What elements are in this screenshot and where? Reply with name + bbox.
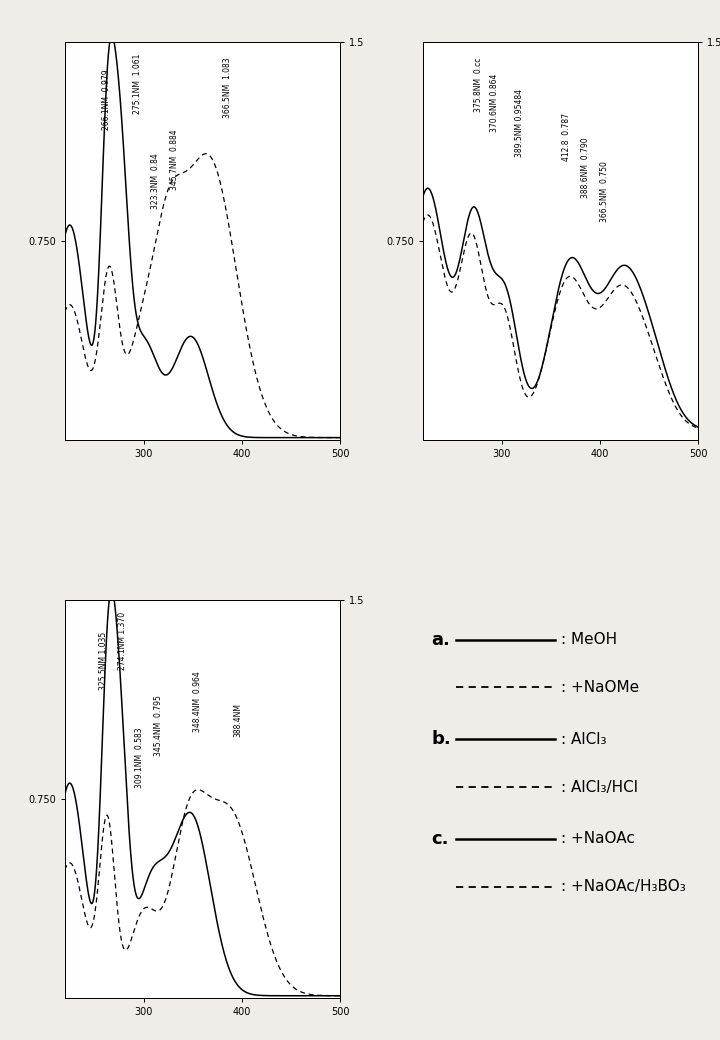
Text: : +NaOMe: : +NaOMe [561, 680, 639, 695]
Text: 325.5NM 1.035: 325.5NM 1.035 [99, 631, 108, 690]
Text: : MeOH: : MeOH [561, 632, 617, 647]
Text: 266.1NM  0.979: 266.1NM 0.979 [102, 70, 111, 130]
Text: 370.6NM 0.864: 370.6NM 0.864 [490, 74, 499, 132]
Text: 388.4NM: 388.4NM [234, 703, 243, 737]
Text: 274.1NM 1.370: 274.1NM 1.370 [118, 612, 127, 670]
Text: 366.5NM  0.750: 366.5NM 0.750 [600, 161, 609, 223]
Text: 275.1NM  1.061: 275.1NM 1.061 [133, 53, 142, 114]
Text: 375.8NM  0.cc: 375.8NM 0.cc [474, 57, 482, 112]
Text: : AlCl₃: : AlCl₃ [561, 732, 606, 747]
Text: 389.5NM 0.95484: 389.5NM 0.95484 [515, 89, 524, 157]
Text: 345.4NM  0.795: 345.4NM 0.795 [154, 696, 163, 756]
Text: 412.8  0.787: 412.8 0.787 [562, 113, 571, 161]
Text: : +NaOAc: : +NaOAc [561, 831, 634, 847]
Text: : AlCl₃/HCl: : AlCl₃/HCl [561, 780, 638, 795]
Text: 366.5NM  1.083: 366.5NM 1.083 [222, 57, 232, 119]
Text: c.: c. [431, 830, 449, 848]
Text: a.: a. [431, 630, 450, 649]
Text: b.: b. [431, 730, 451, 748]
Text: 348.4NM  0.964: 348.4NM 0.964 [192, 672, 202, 732]
Text: 345.7NM  0.884: 345.7NM 0.884 [171, 129, 179, 190]
Text: 388.6NM  0.790: 388.6NM 0.790 [581, 137, 590, 198]
Text: 323.3NM  0.84: 323.3NM 0.84 [151, 153, 161, 209]
Text: 309.1NM  0.583: 309.1NM 0.583 [135, 727, 144, 788]
Text: : +NaOAc/H₃BO₃: : +NaOAc/H₃BO₃ [561, 879, 685, 894]
